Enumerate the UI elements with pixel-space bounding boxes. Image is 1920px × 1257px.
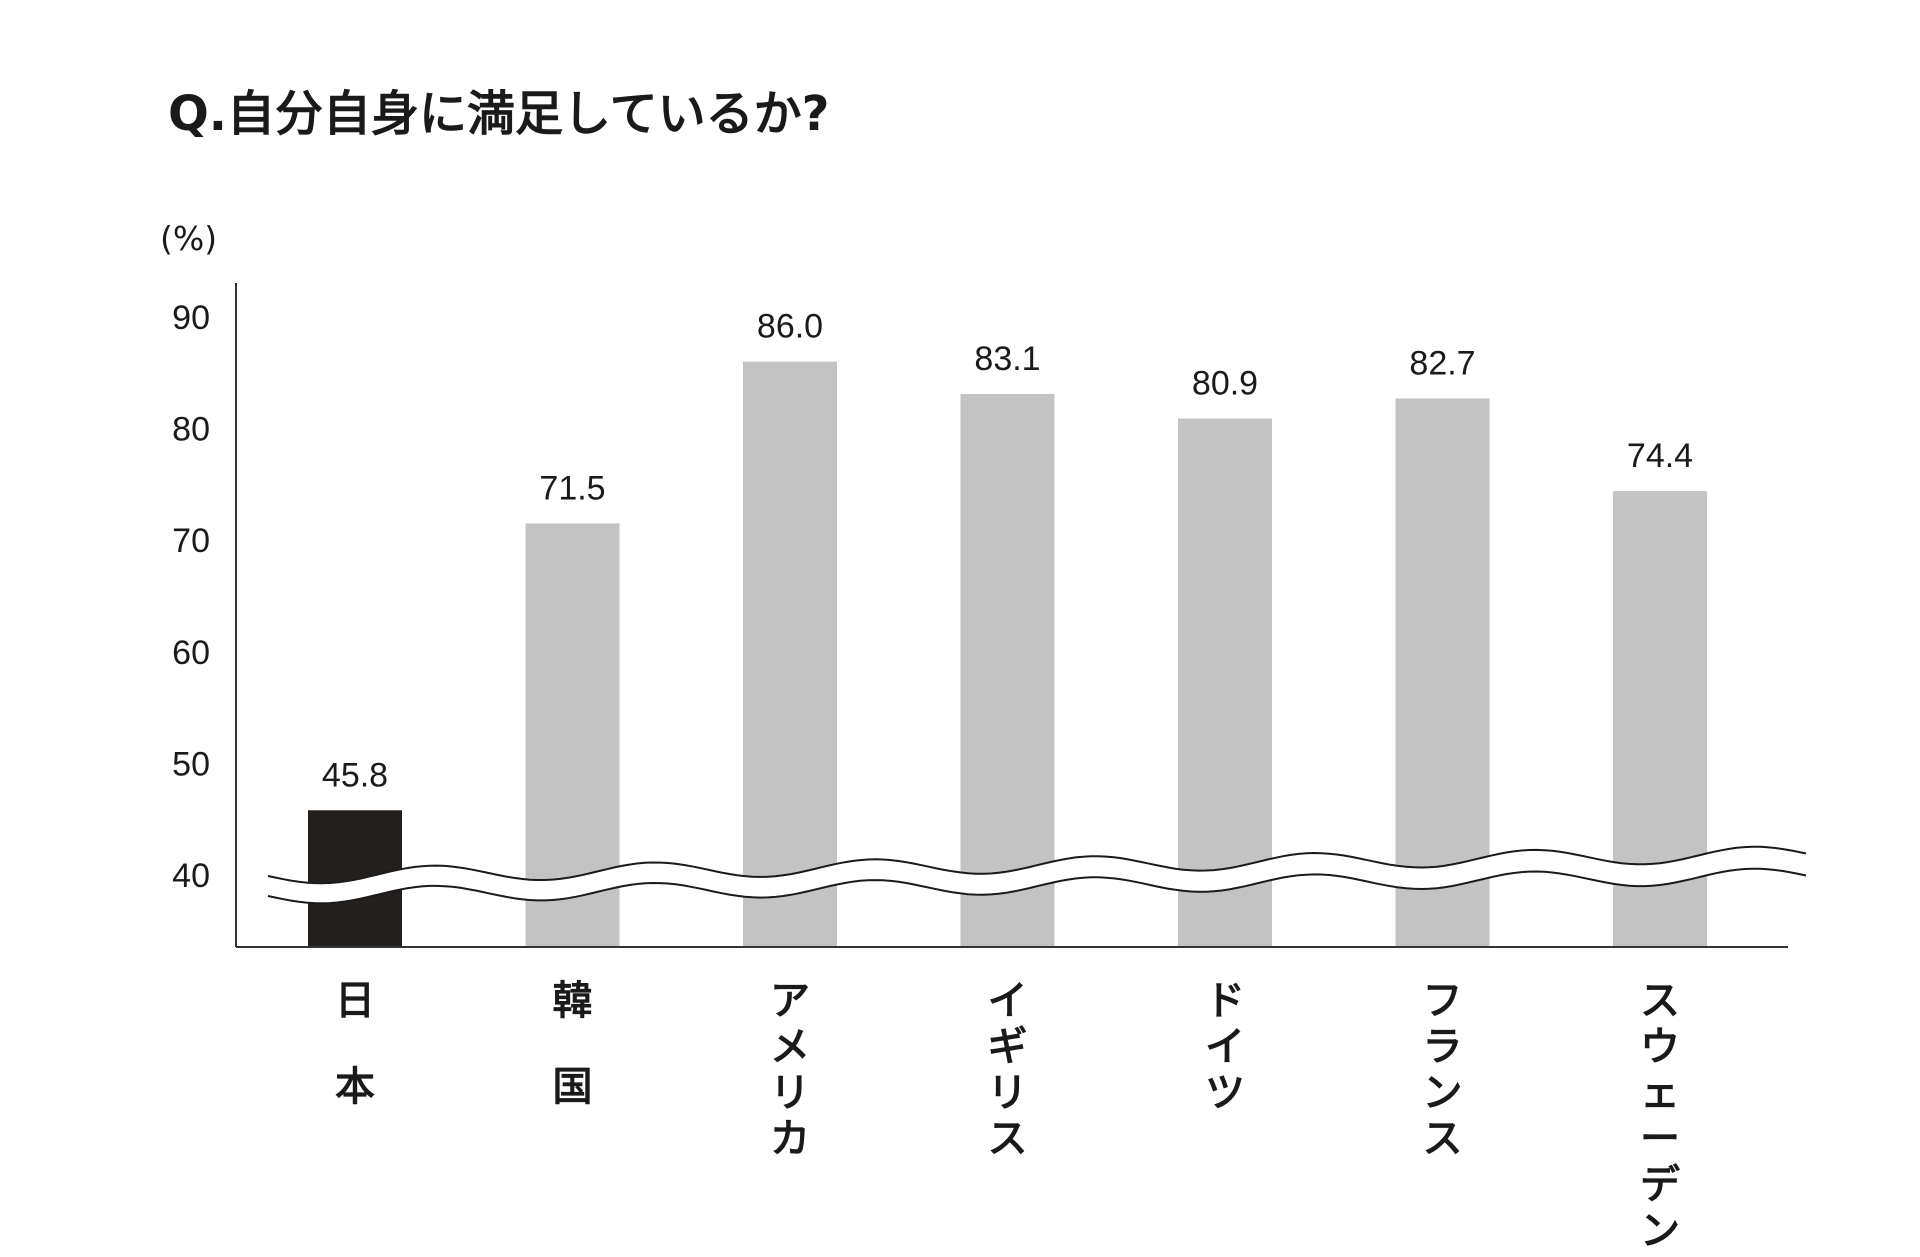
axis-break-line-upper xyxy=(267,845,1807,885)
y-axis-ticks: 40 50 60 70 80 90 xyxy=(172,299,210,895)
bar-value-label: 74.4 xyxy=(1627,437,1693,475)
y-tick-label: 90 xyxy=(172,299,210,337)
bar-value-label: 45.8 xyxy=(322,756,388,794)
category-label: フランス xyxy=(1423,978,1463,1162)
bar xyxy=(743,361,837,947)
bar xyxy=(1178,418,1272,947)
category-label: スウェーデン xyxy=(1640,978,1680,1254)
y-axis-unit-label: (%) xyxy=(160,219,217,258)
y-tick-label: 70 xyxy=(172,522,210,560)
axis-break-band xyxy=(268,846,1806,904)
axes xyxy=(235,283,1788,948)
bar-value-label: 86.0 xyxy=(757,308,823,346)
category-label: 韓国 xyxy=(553,978,593,1110)
bar-value-label: 71.5 xyxy=(539,469,605,507)
bar-value-label: 83.1 xyxy=(974,340,1040,378)
bar-value-label: 82.7 xyxy=(1409,344,1475,382)
category-label: アメリカ xyxy=(770,978,810,1162)
y-tick-label: 60 xyxy=(172,634,210,672)
category-labels: 日本 韓国 アメリカ イギリス ドイツ フランス スウェーデン xyxy=(335,978,1680,1254)
value-labels: 45.8 71.5 86.0 83.1 80.9 82.7 74.4 xyxy=(322,308,1693,795)
y-tick-label: 50 xyxy=(172,745,210,783)
axis-break-line-lower xyxy=(267,867,1807,905)
category-label: イギリス xyxy=(988,978,1028,1162)
bars xyxy=(308,361,1707,947)
axis-break-mark xyxy=(267,845,1807,905)
category-label: 日本 xyxy=(335,978,375,1110)
y-tick-label: 80 xyxy=(172,411,210,449)
bar xyxy=(1395,398,1490,947)
bar-value-label: 80.9 xyxy=(1192,365,1258,403)
chart-title: Q.自分自身に満足しているか? xyxy=(168,86,829,142)
bar xyxy=(960,394,1055,947)
category-label: ドイツ xyxy=(1205,978,1245,1116)
y-tick-label: 40 xyxy=(172,857,210,895)
